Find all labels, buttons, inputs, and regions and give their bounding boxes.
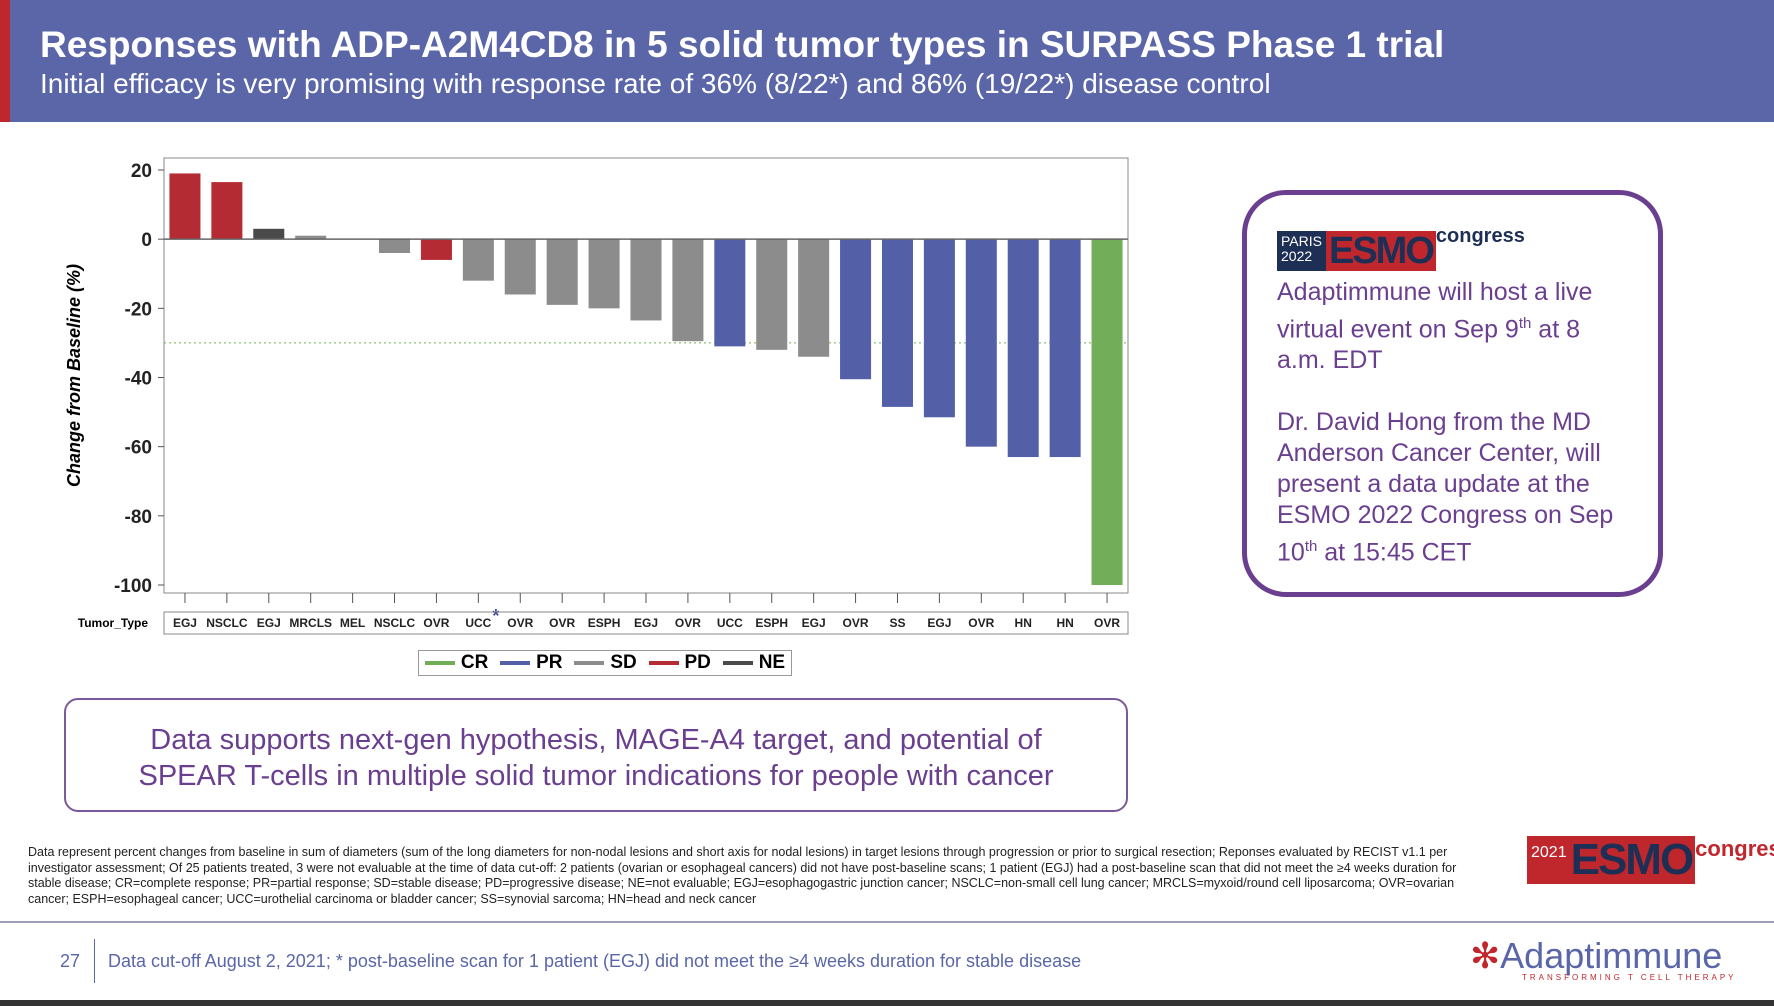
- asterisk-marker: *: [492, 606, 499, 626]
- x-tick-label: ESPH: [588, 616, 621, 630]
- x-tick-label: UCC: [465, 616, 491, 630]
- legend-item-ne: NE: [722, 652, 785, 674]
- bar-ovr: [1091, 239, 1123, 585]
- data-cutoff-note: Data cut-off August 2, 2021; * post-base…: [108, 951, 1082, 971]
- legend-item-sd: SD: [574, 652, 637, 674]
- waterfall-chart: 20 0 -20 -40 -60 -80 -100 Change from Baseline …: [64, 157, 1129, 635]
- x-tick-label: NSCLC: [206, 616, 248, 630]
- bar-esph: [756, 239, 788, 350]
- bar-ovr: [965, 239, 997, 447]
- event-text-1: Adaptimmune will host a live virtual eve…: [1277, 278, 1593, 375]
- bar-egj: [798, 239, 830, 357]
- x-tick-label: HN: [1056, 616, 1073, 630]
- y-tick-label: -80: [125, 507, 152, 528]
- x-tick-label: ESPH: [755, 616, 788, 630]
- bar-ovr: [840, 239, 872, 380]
- y-tick-label: -60: [125, 438, 152, 459]
- bar-egj: [169, 173, 201, 240]
- esmo-2022-logo: PARIS 2022 ESMO congress: [1277, 221, 1628, 271]
- bar-hn: [1007, 239, 1039, 458]
- accent-strip: [0, 0, 10, 122]
- callout-line-1: Data supports next-gen hypothesis, MAGE-…: [150, 724, 1042, 756]
- slide-subtitle: Initial efficacy is very promising with …: [40, 68, 1271, 99]
- bottom-bar: [0, 1000, 1774, 1006]
- y-tick-label: 0: [141, 230, 152, 251]
- bar-ucc: [462, 239, 494, 281]
- x-tick-label: OVR: [675, 616, 701, 630]
- bar-hn: [1049, 239, 1081, 458]
- bar-nsclc: [379, 239, 411, 253]
- header: [0, 0, 1774, 122]
- chart-legend: CR PR SD PD NE: [418, 650, 792, 676]
- bar-ovr: [672, 239, 704, 342]
- x-tick-label: HN: [1015, 616, 1032, 630]
- x-tick-label: OVR: [843, 616, 869, 630]
- bar-ovr: [420, 239, 452, 260]
- x-tick-label: EGJ: [927, 616, 951, 630]
- event-box: PARIS 2022 ESMO congress Adaptimmune will…: [1242, 190, 1663, 597]
- x-tick-label: MEL: [340, 616, 365, 630]
- x-tick-label: EGJ: [634, 616, 658, 630]
- bar-ovr: [504, 239, 536, 295]
- x-axis-label: Tumor_Type: [78, 616, 149, 630]
- y-tick-label: -40: [125, 369, 152, 390]
- x-tick-label: MRCLS: [289, 616, 332, 630]
- y-axis-label: Change from Baseline (%): [64, 264, 84, 487]
- callout-box: Data supports next-gen hypothesis, MAGE-…: [64, 698, 1128, 812]
- bar-egj: [630, 239, 662, 321]
- x-tick-label: OVR: [507, 616, 533, 630]
- legend-item-cr: CR: [424, 652, 488, 674]
- legend-item-pr: PR: [500, 652, 563, 674]
- legend-item-pd: PD: [648, 652, 711, 674]
- esmo-2021-logo: 2021 ESMO congress: [1527, 836, 1774, 884]
- event-text-2: Dr. David Hong from the MD Anderson Canc…: [1277, 408, 1614, 567]
- bar-esph: [588, 239, 620, 309]
- bar-ucc: [714, 239, 746, 347]
- bar-ovr: [546, 239, 578, 305]
- bar-mrcls: [295, 235, 327, 240]
- footer-separator: [94, 939, 95, 983]
- x-tick-label: EGJ: [802, 616, 826, 630]
- x-tick-label: EGJ: [257, 616, 281, 630]
- y-tick-label: -20: [125, 299, 152, 320]
- footer-divider: [0, 921, 1774, 923]
- bar-egj: [253, 228, 285, 240]
- y-tick-label: -100: [114, 576, 152, 597]
- x-tick-label: SS: [889, 616, 905, 630]
- adaptimmune-logo: ✻Adaptimmune TRANSFORMING T CELL THERAPY: [1470, 935, 1737, 982]
- x-tick-label: EGJ: [173, 616, 197, 630]
- page-number: 27: [60, 951, 81, 971]
- footnote: Data represent percent changes from base…: [28, 845, 1457, 906]
- x-tick-label: OVR: [1094, 616, 1120, 630]
- y-tick-label: 20: [131, 161, 152, 182]
- slide-title: Responses with ADP-A2M4CD8 in 5 solid tu…: [40, 24, 1445, 65]
- tumor-type-row: [163, 611, 1129, 635]
- bar-egj: [923, 239, 955, 418]
- x-tick-label: OVR: [549, 616, 575, 630]
- bar-ss: [881, 239, 913, 407]
- x-tick-label: UCC: [717, 616, 743, 630]
- bar-nsclc: [211, 182, 243, 240]
- x-tick-label: NSCLC: [374, 616, 416, 630]
- callout-line-2: SPEAR T-cells in multiple solid tumor in…: [138, 760, 1054, 792]
- x-tick-label: OVR: [423, 616, 449, 630]
- x-tick-label: OVR: [968, 616, 994, 630]
